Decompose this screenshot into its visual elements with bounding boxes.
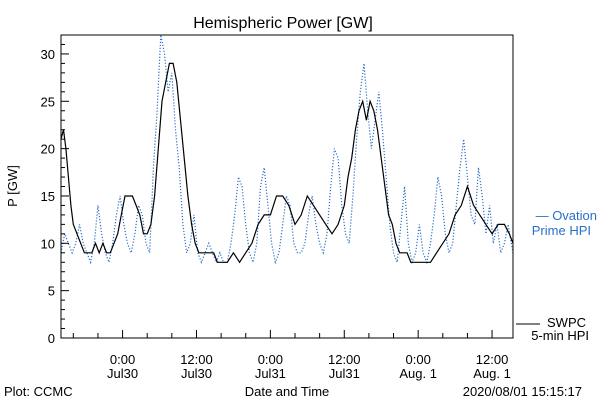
y-tick-label: 25 bbox=[41, 94, 55, 109]
series-ovation-line bbox=[60, 34, 514, 265]
x-axis-label: Date and Time bbox=[245, 384, 330, 399]
plot-frame bbox=[60, 34, 514, 339]
x-tick-label-time: 12:00 bbox=[180, 352, 213, 367]
footer-timestamp: 2020/08/01 15:15:17 bbox=[463, 384, 582, 399]
y-tick-label: 10 bbox=[41, 236, 55, 251]
x-tick-label-time: 12:00 bbox=[328, 352, 361, 367]
y-tick-label: 5 bbox=[48, 284, 55, 299]
legend-ovation-line2: Prime HPI bbox=[532, 223, 591, 238]
legend-ovation-line1: — Ovation bbox=[536, 208, 597, 223]
y-tick-label: 20 bbox=[41, 142, 55, 157]
footer-credit: Plot: CCMC bbox=[4, 384, 73, 399]
x-tick-label-time: 0:00 bbox=[258, 352, 283, 367]
legend-swpc-line2: 5-min HPI bbox=[531, 328, 589, 343]
chart-title: Hemispheric Power [GW] bbox=[193, 15, 373, 32]
series-layer bbox=[60, 34, 514, 265]
x-tick-label-time: 12:00 bbox=[476, 352, 509, 367]
x-tick-label-date: Jul30 bbox=[107, 366, 138, 381]
y-axis-label: P [GW] bbox=[5, 165, 20, 207]
x-tick-label-date: Jul31 bbox=[329, 366, 360, 381]
x-tick-label-date: Jul31 bbox=[255, 366, 286, 381]
x-tick-label-time: 0:00 bbox=[406, 352, 431, 367]
x-tick-label-date: Aug. 1 bbox=[399, 366, 437, 381]
y-axis: 0 5 10 15 20 25 30 bbox=[41, 34, 69, 346]
x-tick-label-time: 0:00 bbox=[110, 352, 135, 367]
legend-swpc-line1: SWPC bbox=[547, 315, 586, 330]
x-tick-label-date: Aug. 1 bbox=[473, 366, 511, 381]
y-tick-label: 30 bbox=[41, 47, 55, 62]
series-swpc-line bbox=[60, 62, 514, 264]
x-axis: 0:00Jul3012:00Jul300:00Jul3112:00Jul310:… bbox=[72, 330, 511, 381]
y-tick-label: 0 bbox=[48, 331, 55, 346]
y-tick-label: 15 bbox=[41, 189, 55, 204]
x-tick-label-date: Jul30 bbox=[181, 366, 212, 381]
